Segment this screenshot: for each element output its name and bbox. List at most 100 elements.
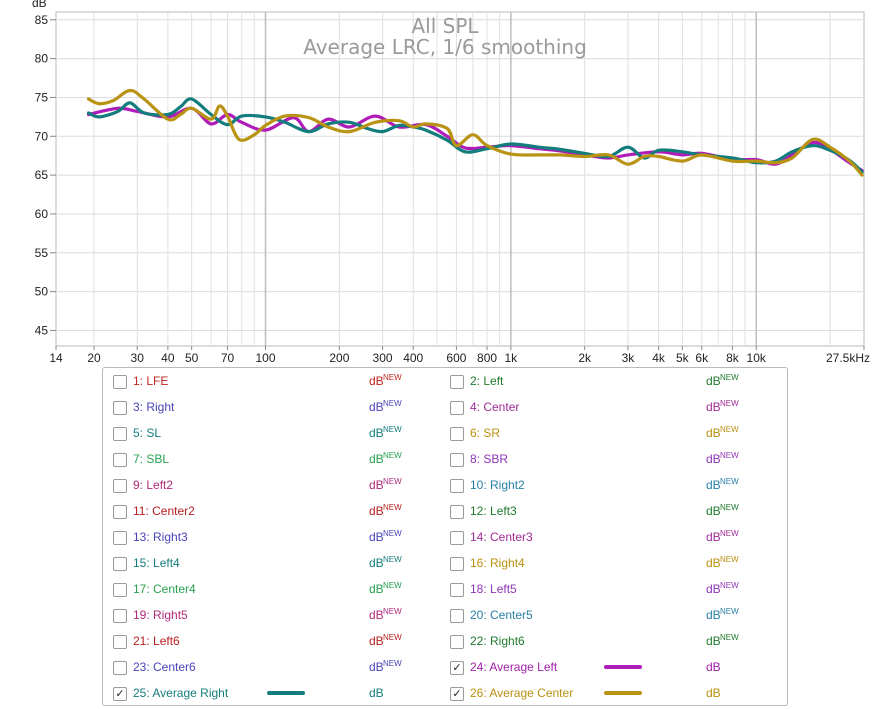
- legend-checkbox[interactable]: [113, 531, 127, 545]
- legend-item-17-center4[interactable]: 17: Center4 dB NEW: [113, 581, 443, 601]
- legend-item-21-left6[interactable]: 21: Left6 dB NEW: [113, 633, 443, 653]
- legend-unit: dB: [706, 478, 721, 492]
- legend-checkbox[interactable]: [113, 635, 127, 649]
- legend-unit: dB: [369, 452, 384, 466]
- x-tick-label: 10k: [747, 351, 767, 365]
- x-tick-label: 50: [185, 351, 199, 365]
- legend-unit: dB: [706, 400, 721, 414]
- legend-new-badge: NEW: [383, 425, 402, 434]
- legend-checkbox[interactable]: [450, 479, 464, 493]
- legend-checkbox[interactable]: [113, 401, 127, 415]
- legend-swatch: [604, 665, 642, 669]
- legend-checkbox[interactable]: [450, 505, 464, 519]
- legend-label: 23: Center6: [133, 660, 196, 674]
- legend-item-1-lfe[interactable]: 1: LFE dB NEW: [113, 373, 443, 393]
- series-lines: [86, 88, 864, 177]
- legend-item-5-sl[interactable]: 5: SL dB NEW: [113, 425, 443, 445]
- legend-item-10-right2[interactable]: 10: Right2 dB NEW: [450, 477, 780, 497]
- y-tick-label: 60: [35, 207, 49, 221]
- legend-item-19-right5[interactable]: 19: Right5 dB NEW: [113, 607, 443, 627]
- legend-item-7-sbl[interactable]: 7: SBL dB NEW: [113, 451, 443, 471]
- legend-checkbox[interactable]: ✓: [113, 687, 127, 701]
- x-tick-label: 30: [131, 351, 145, 365]
- legend-label: 9: Left2: [133, 478, 174, 492]
- legend-item-18-left5[interactable]: 18: Left5 dB NEW: [450, 581, 780, 601]
- legend-new-badge: NEW: [383, 399, 402, 408]
- spl-chart: 45 50 55 60 65 70 75 80 85 14 20 30 40 50 70 100 200 300…: [32, 0, 870, 365]
- legend-checkbox[interactable]: [450, 427, 464, 441]
- legend-checkbox[interactable]: [113, 609, 127, 623]
- legend-checkbox[interactable]: [450, 375, 464, 389]
- x-tick-label: 5k: [676, 351, 690, 365]
- legend-new-badge: NEW: [720, 399, 739, 408]
- legend-swatch: [604, 691, 642, 695]
- legend-unit: dB: [369, 478, 384, 492]
- legend-unit: dB: [369, 686, 384, 700]
- x-tick-label: 600: [446, 351, 466, 365]
- legend-item-24-average-left[interactable]: ✓ 24: Average Left dB: [450, 659, 780, 679]
- legend-checkbox[interactable]: [113, 557, 127, 571]
- y-tick-label: 55: [35, 246, 49, 260]
- legend-unit: dB: [369, 660, 384, 674]
- legend-new-badge: NEW: [720, 425, 739, 434]
- legend-new-badge: NEW: [720, 503, 739, 512]
- x-tick-label: 2k: [578, 351, 592, 365]
- legend-item-26-average-center[interactable]: ✓ 26: Average Center dB: [450, 685, 780, 705]
- y-tick-label: 65: [35, 168, 49, 182]
- legend-checkbox[interactable]: ✓: [450, 687, 464, 701]
- legend-label: 11: Center2: [133, 504, 195, 518]
- legend-unit: dB: [369, 426, 384, 440]
- y-axis-label: dB: [32, 0, 47, 10]
- legend-checkbox[interactable]: [450, 453, 464, 467]
- x-tick-label: 8k: [726, 351, 740, 365]
- legend-new-badge: NEW: [383, 529, 402, 538]
- legend-item-16-right4[interactable]: 16: Right4 dB NEW: [450, 555, 780, 575]
- legend-item-2-left[interactable]: 2: Left dB NEW: [450, 373, 780, 393]
- legend-item-20-center5[interactable]: 20: Center5 dB NEW: [450, 607, 780, 627]
- legend-label: 15: Left4: [133, 556, 180, 570]
- legend-label: 22: Right6: [470, 634, 525, 648]
- x-tick-label: 400: [403, 351, 423, 365]
- legend-checkbox[interactable]: [113, 479, 127, 493]
- x-tick-label: 1k: [505, 351, 519, 365]
- legend-checkbox[interactable]: [450, 583, 464, 597]
- legend-checkbox[interactable]: [113, 427, 127, 441]
- legend-unit: dB: [369, 556, 384, 570]
- legend-unit: dB: [706, 660, 721, 674]
- legend-new-badge: NEW: [720, 373, 739, 382]
- legend-unit: dB: [706, 530, 721, 544]
- legend-checkbox[interactable]: [113, 505, 127, 519]
- legend-checkbox[interactable]: [113, 375, 127, 389]
- legend-item-12-left3[interactable]: 12: Left3 dB NEW: [450, 503, 780, 523]
- legend-item-8-sbr[interactable]: 8: SBR dB NEW: [450, 451, 780, 471]
- legend-item-14-center3[interactable]: 14: Center3 dB NEW: [450, 529, 780, 549]
- legend-checkbox[interactable]: [113, 583, 127, 597]
- legend-checkbox[interactable]: ✓: [450, 661, 464, 675]
- legend-item-25-average-right[interactable]: ✓ 25: Average Right dB: [113, 685, 443, 705]
- legend-checkbox[interactable]: [450, 635, 464, 649]
- legend-item-11-center2[interactable]: 11: Center2 dB NEW: [113, 503, 443, 523]
- legend-item-3-right[interactable]: 3: Right dB NEW: [113, 399, 443, 419]
- legend-label: 4: Center: [470, 400, 520, 414]
- legend-item-4-center[interactable]: 4: Center dB NEW: [450, 399, 780, 419]
- legend-item-9-left2[interactable]: 9: Left2 dB NEW: [113, 477, 443, 497]
- legend-checkbox[interactable]: [113, 661, 127, 675]
- legend-new-badge: NEW: [720, 633, 739, 642]
- x-tick-label: 300: [373, 351, 393, 365]
- legend-unit: dB: [369, 374, 384, 388]
- x-tick-label: 6k: [695, 351, 709, 365]
- legend-checkbox[interactable]: [450, 609, 464, 623]
- legend-checkbox[interactable]: [450, 531, 464, 545]
- legend-item-22-right6[interactable]: 22: Right6 dB NEW: [450, 633, 780, 653]
- legend-item-13-right3[interactable]: 13: Right3 dB NEW: [113, 529, 443, 549]
- legend-checkbox[interactable]: [113, 453, 127, 467]
- legend-label: 21: Left6: [133, 634, 180, 648]
- legend-label: 17: Center4: [133, 582, 196, 596]
- x-tick-label: 14: [49, 351, 63, 365]
- legend-item-15-left4[interactable]: 15: Left4 dB NEW: [113, 555, 443, 575]
- legend-item-23-center6[interactable]: 23: Center6 dB NEW: [113, 659, 443, 679]
- legend-item-6-sr[interactable]: 6: SR dB NEW: [450, 425, 780, 445]
- legend-label: 14: Center3: [470, 530, 533, 544]
- legend-checkbox[interactable]: [450, 557, 464, 571]
- legend-checkbox[interactable]: [450, 401, 464, 415]
